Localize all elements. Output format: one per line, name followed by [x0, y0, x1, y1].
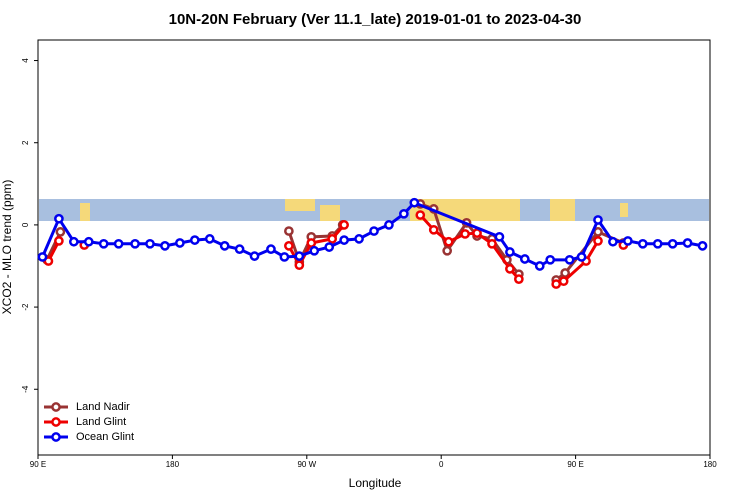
- y-axis-label: XCO2 - MLO trend (ppm): [0, 180, 14, 315]
- data-point: [682, 238, 693, 248]
- data-point: [667, 238, 678, 249]
- data-point: [472, 228, 482, 238]
- data-point: [442, 245, 453, 256]
- data-point: [339, 220, 349, 230]
- data-point: [460, 229, 470, 239]
- data-point: [113, 238, 124, 249]
- data-point: [505, 264, 515, 274]
- y-tick-label: 2: [21, 140, 30, 145]
- data-point: [428, 224, 439, 235]
- data-point: [564, 254, 575, 265]
- y-tick-label: -2: [21, 303, 30, 311]
- data-point: [294, 251, 305, 261]
- data-point: [68, 236, 79, 247]
- data-point: [384, 220, 394, 230]
- data-point: [130, 238, 140, 249]
- x-tick-label: 90 E: [30, 460, 46, 469]
- data-point: [551, 279, 562, 289]
- map-strip: [39, 199, 709, 221]
- data-point: [560, 268, 570, 278]
- data-point: [55, 227, 66, 237]
- data-point: [309, 245, 320, 256]
- data-point: [399, 208, 409, 219]
- y-tick-label: -4: [21, 385, 30, 393]
- data-point: [558, 276, 569, 287]
- data-point: [266, 244, 276, 254]
- data-point: [54, 213, 64, 224]
- data-point: [339, 235, 349, 245]
- x-axis-label: Longitude: [349, 476, 402, 490]
- data-point: [354, 234, 364, 244]
- data-point: [608, 236, 618, 247]
- legend-marker: [51, 417, 61, 427]
- data-point: [409, 197, 420, 208]
- data-point: [284, 226, 294, 236]
- data-point: [306, 238, 317, 248]
- legend-label: Land Nadir: [76, 401, 130, 413]
- data-point: [98, 238, 109, 249]
- data-point: [443, 236, 454, 247]
- data-point: [545, 254, 556, 265]
- data-point: [514, 274, 524, 284]
- data-point: [189, 235, 200, 245]
- data-point: [54, 236, 64, 246]
- data-point: [415, 210, 426, 220]
- data-point: [576, 252, 587, 262]
- data-point: [324, 242, 335, 252]
- legend-marker: [51, 402, 61, 412]
- data-point: [369, 226, 379, 236]
- data-point: [593, 227, 603, 237]
- data-point: [697, 241, 708, 251]
- x-tick-label: 180: [166, 460, 180, 469]
- y-tick-label: 4: [21, 58, 30, 63]
- data-point: [83, 236, 94, 247]
- legend-label: Land Glint: [76, 416, 126, 428]
- data-point: [494, 231, 505, 242]
- data-point: [505, 247, 515, 257]
- data-point: [204, 234, 215, 244]
- chart-title: 10N-20N February (Ver 11.1_late) 2019-01…: [169, 11, 582, 28]
- data-point: [487, 238, 497, 249]
- legend-label: Ocean Glint: [76, 431, 134, 443]
- data-point: [637, 238, 648, 249]
- x-tick-label: 0: [439, 460, 444, 469]
- data-point: [652, 238, 663, 249]
- data-point: [279, 252, 290, 262]
- data-point: [534, 261, 545, 271]
- x-tick-label: 90 W: [297, 460, 316, 469]
- data-point: [219, 241, 230, 251]
- data-point: [623, 236, 633, 246]
- data-point: [593, 236, 603, 246]
- series-line: [48, 215, 623, 284]
- data-point: [160, 241, 170, 251]
- data-point: [284, 241, 294, 251]
- data-point: [145, 238, 155, 249]
- data-point: [519, 254, 530, 264]
- y-tick-label: 0: [21, 222, 30, 227]
- data-point: [175, 238, 185, 248]
- legend-marker: [51, 432, 61, 442]
- x-tick-label: 180: [703, 460, 717, 469]
- plot-frame: [37, 39, 711, 456]
- data-point: [294, 260, 305, 271]
- data-point: [593, 215, 603, 225]
- data-point: [37, 252, 48, 262]
- data-point: [327, 234, 338, 244]
- x-tick-label: 90 E: [567, 460, 583, 469]
- data-point: [234, 244, 245, 254]
- data-point: [249, 251, 260, 261]
